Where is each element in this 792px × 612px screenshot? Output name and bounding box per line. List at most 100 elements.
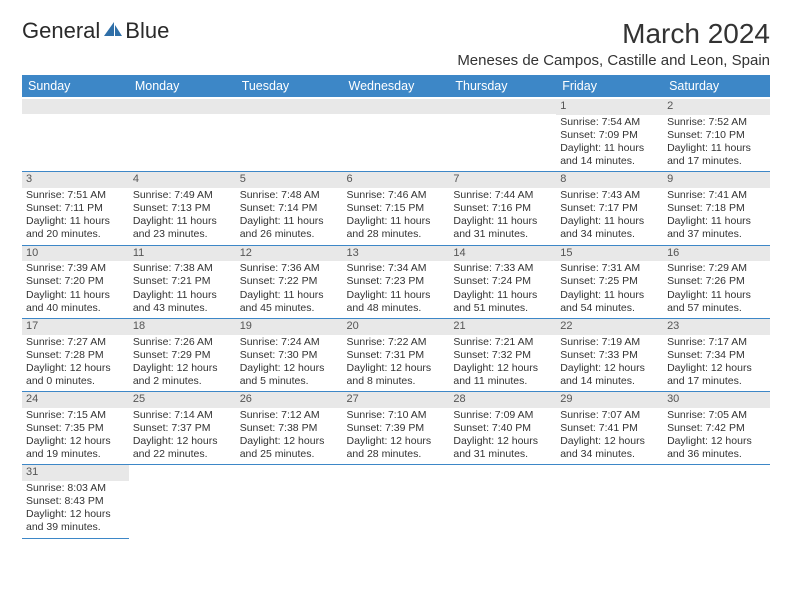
- day-details: Sunrise: 7:31 AMSunset: 7:25 PMDaylight:…: [556, 261, 663, 318]
- day-number: 15: [556, 246, 663, 262]
- calendar-cell: 31Sunrise: 8:03 AMSunset: 8:43 PMDayligh…: [22, 465, 129, 538]
- day-number: 10: [22, 246, 129, 262]
- calendar-cell: 14Sunrise: 7:33 AMSunset: 7:24 PMDayligh…: [449, 245, 556, 318]
- day-number: 26: [236, 392, 343, 408]
- weekday-header: Wednesday: [343, 75, 450, 98]
- day-details: Sunrise: 8:03 AMSunset: 8:43 PMDaylight:…: [22, 481, 129, 538]
- day-number: 17: [22, 319, 129, 335]
- day-details: Sunrise: 7:51 AMSunset: 7:11 PMDaylight:…: [22, 188, 129, 245]
- day-number: 23: [663, 319, 770, 335]
- day-details: Sunrise: 7:41 AMSunset: 7:18 PMDaylight:…: [663, 188, 770, 245]
- calendar-cell: 22Sunrise: 7:19 AMSunset: 7:33 PMDayligh…: [556, 318, 663, 391]
- calendar-cell: 26Sunrise: 7:12 AMSunset: 7:38 PMDayligh…: [236, 392, 343, 465]
- day-details: Sunrise: 7:49 AMSunset: 7:13 PMDaylight:…: [129, 188, 236, 245]
- day-details: Sunrise: 7:39 AMSunset: 7:20 PMDaylight:…: [22, 261, 129, 318]
- calendar-cell: 25Sunrise: 7:14 AMSunset: 7:37 PMDayligh…: [129, 392, 236, 465]
- calendar-table: Sunday Monday Tuesday Wednesday Thursday…: [22, 75, 770, 539]
- calendar-cell: 10Sunrise: 7:39 AMSunset: 7:20 PMDayligh…: [22, 245, 129, 318]
- day-number: 30: [663, 392, 770, 408]
- calendar-cell: 7Sunrise: 7:44 AMSunset: 7:16 PMDaylight…: [449, 172, 556, 245]
- day-details: Sunrise: 7:05 AMSunset: 7:42 PMDaylight:…: [663, 408, 770, 465]
- day-details: Sunrise: 7:52 AMSunset: 7:10 PMDaylight:…: [663, 115, 770, 172]
- day-details: Sunrise: 7:19 AMSunset: 7:33 PMDaylight:…: [556, 335, 663, 392]
- day-number: 5: [236, 172, 343, 188]
- day-number: 7: [449, 172, 556, 188]
- calendar-cell: [449, 465, 556, 538]
- day-details: Sunrise: 7:10 AMSunset: 7:39 PMDaylight:…: [343, 408, 450, 465]
- day-number: 6: [343, 172, 450, 188]
- calendar-cell: 1Sunrise: 7:54 AMSunset: 7:09 PMDaylight…: [556, 98, 663, 172]
- weekday-header: Thursday: [449, 75, 556, 98]
- calendar-cell: 15Sunrise: 7:31 AMSunset: 7:25 PMDayligh…: [556, 245, 663, 318]
- calendar-cell: [129, 98, 236, 172]
- calendar-cell: 17Sunrise: 7:27 AMSunset: 7:28 PMDayligh…: [22, 318, 129, 391]
- day-details: Sunrise: 7:36 AMSunset: 7:22 PMDaylight:…: [236, 261, 343, 318]
- day-details: Sunrise: 7:54 AMSunset: 7:09 PMDaylight:…: [556, 115, 663, 172]
- day-number: 31: [22, 465, 129, 481]
- calendar-cell: [449, 98, 556, 172]
- weekday-header: Monday: [129, 75, 236, 98]
- day-number: 28: [449, 392, 556, 408]
- day-details: Sunrise: 7:17 AMSunset: 7:34 PMDaylight:…: [663, 335, 770, 392]
- calendar-cell: [236, 98, 343, 172]
- day-details: Sunrise: 7:15 AMSunset: 7:35 PMDaylight:…: [22, 408, 129, 465]
- day-details: Sunrise: 7:22 AMSunset: 7:31 PMDaylight:…: [343, 335, 450, 392]
- weekday-header: Sunday: [22, 75, 129, 98]
- calendar-cell: 19Sunrise: 7:24 AMSunset: 7:30 PMDayligh…: [236, 318, 343, 391]
- day-number: 14: [449, 246, 556, 262]
- day-details: Sunrise: 7:26 AMSunset: 7:29 PMDaylight:…: [129, 335, 236, 392]
- day-details: Sunrise: 7:14 AMSunset: 7:37 PMDaylight:…: [129, 408, 236, 465]
- calendar-row: 24Sunrise: 7:15 AMSunset: 7:35 PMDayligh…: [22, 392, 770, 465]
- calendar-cell: 18Sunrise: 7:26 AMSunset: 7:29 PMDayligh…: [129, 318, 236, 391]
- calendar-cell: 8Sunrise: 7:43 AMSunset: 7:17 PMDaylight…: [556, 172, 663, 245]
- day-number: 16: [663, 246, 770, 262]
- day-number: 8: [556, 172, 663, 188]
- calendar-cell: 11Sunrise: 7:38 AMSunset: 7:21 PMDayligh…: [129, 245, 236, 318]
- calendar-cell: 20Sunrise: 7:22 AMSunset: 7:31 PMDayligh…: [343, 318, 450, 391]
- calendar-cell: 3Sunrise: 7:51 AMSunset: 7:11 PMDaylight…: [22, 172, 129, 245]
- day-number: 22: [556, 319, 663, 335]
- day-details: Sunrise: 7:21 AMSunset: 7:32 PMDaylight:…: [449, 335, 556, 392]
- day-number: 1: [556, 99, 663, 115]
- day-details: Sunrise: 7:44 AMSunset: 7:16 PMDaylight:…: [449, 188, 556, 245]
- calendar-cell: 2Sunrise: 7:52 AMSunset: 7:10 PMDaylight…: [663, 98, 770, 172]
- calendar-cell: [663, 465, 770, 538]
- day-number: 12: [236, 246, 343, 262]
- calendar-cell: [236, 465, 343, 538]
- day-details: Sunrise: 7:46 AMSunset: 7:15 PMDaylight:…: [343, 188, 450, 245]
- calendar-cell: [22, 98, 129, 172]
- calendar-row: 17Sunrise: 7:27 AMSunset: 7:28 PMDayligh…: [22, 318, 770, 391]
- day-details: Sunrise: 7:24 AMSunset: 7:30 PMDaylight:…: [236, 335, 343, 392]
- calendar-row: 3Sunrise: 7:51 AMSunset: 7:11 PMDaylight…: [22, 172, 770, 245]
- calendar-cell: [343, 98, 450, 172]
- day-details: Sunrise: 7:43 AMSunset: 7:17 PMDaylight:…: [556, 188, 663, 245]
- calendar-cell: 23Sunrise: 7:17 AMSunset: 7:34 PMDayligh…: [663, 318, 770, 391]
- weekday-header: Friday: [556, 75, 663, 98]
- weekday-header: Saturday: [663, 75, 770, 98]
- calendar-cell: [343, 465, 450, 538]
- day-number: 25: [129, 392, 236, 408]
- calendar-cell: 27Sunrise: 7:10 AMSunset: 7:39 PMDayligh…: [343, 392, 450, 465]
- day-number: 13: [343, 246, 450, 262]
- calendar-cell: 29Sunrise: 7:07 AMSunset: 7:41 PMDayligh…: [556, 392, 663, 465]
- calendar-cell: 28Sunrise: 7:09 AMSunset: 7:40 PMDayligh…: [449, 392, 556, 465]
- header: General Blue March 2024: [22, 18, 770, 50]
- calendar-row: 31Sunrise: 8:03 AMSunset: 8:43 PMDayligh…: [22, 465, 770, 538]
- day-details: Sunrise: 7:27 AMSunset: 7:28 PMDaylight:…: [22, 335, 129, 392]
- location-subtitle: Meneses de Campos, Castille and Leon, Sp…: [22, 52, 770, 69]
- weekday-header-row: Sunday Monday Tuesday Wednesday Thursday…: [22, 75, 770, 98]
- day-details: Sunrise: 7:09 AMSunset: 7:40 PMDaylight:…: [449, 408, 556, 465]
- weekday-header: Tuesday: [236, 75, 343, 98]
- day-number: 20: [343, 319, 450, 335]
- day-number: 4: [129, 172, 236, 188]
- day-number: 18: [129, 319, 236, 335]
- day-details: Sunrise: 7:33 AMSunset: 7:24 PMDaylight:…: [449, 261, 556, 318]
- calendar-cell: 16Sunrise: 7:29 AMSunset: 7:26 PMDayligh…: [663, 245, 770, 318]
- calendar-cell: [556, 465, 663, 538]
- logo: General Blue: [22, 18, 169, 44]
- day-number: 29: [556, 392, 663, 408]
- day-number: 9: [663, 172, 770, 188]
- day-number: 27: [343, 392, 450, 408]
- calendar-cell: 30Sunrise: 7:05 AMSunset: 7:42 PMDayligh…: [663, 392, 770, 465]
- page-title: March 2024: [622, 18, 770, 50]
